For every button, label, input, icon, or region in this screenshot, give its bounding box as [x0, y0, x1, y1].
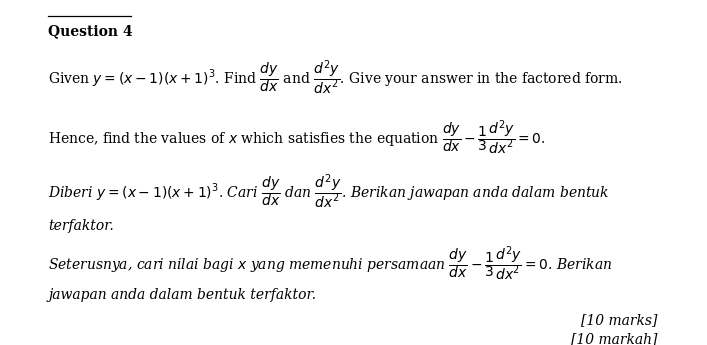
- Text: Given $y=(x-1)(x+1)^{3}$. Find $\dfrac{dy}{dx}$ and $\dfrac{d^{2}y}{dx^{2}}$. Gi: Given $y=(x-1)(x+1)^{3}$. Find $\dfrac{d…: [48, 58, 623, 97]
- Text: Diberi $y=(x-1)(x+1)^{3}$. Cari $\dfrac{dy}{dx}$ dan $\dfrac{d^{2}y}{dx^{2}}$. B: Diberi $y=(x-1)(x+1)^{3}$. Cari $\dfrac{…: [48, 172, 609, 211]
- Text: [10 marks]: [10 marks]: [581, 313, 658, 327]
- Text: Hence, find the values of $x$ which satisfies the equation $\dfrac{dy}{dx}-\dfra: Hence, find the values of $x$ which sati…: [48, 119, 546, 157]
- Text: Question 4: Question 4: [48, 24, 133, 38]
- Text: terfaktor.: terfaktor.: [48, 219, 114, 233]
- Text: Seterusnya, cari nilai bagi $x$ yang memenuhi persamaan $\dfrac{dy}{dx}-\dfrac{1: Seterusnya, cari nilai bagi $x$ yang mem…: [48, 245, 612, 283]
- Text: [10 markah]: [10 markah]: [571, 332, 658, 345]
- Text: jawapan anda dalam bentuk terfaktor.: jawapan anda dalam bentuk terfaktor.: [48, 288, 316, 302]
